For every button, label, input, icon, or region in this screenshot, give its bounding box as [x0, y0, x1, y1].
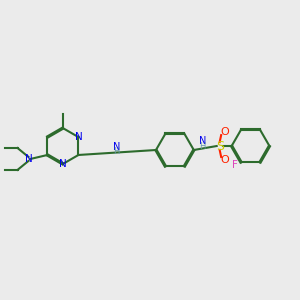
Text: N: N: [199, 136, 206, 146]
Text: H: H: [113, 148, 120, 157]
Text: H: H: [200, 142, 206, 151]
Text: O: O: [220, 155, 229, 166]
Text: O: O: [220, 127, 229, 136]
Text: S: S: [216, 140, 224, 152]
Text: F: F: [232, 160, 238, 170]
Text: N: N: [59, 159, 67, 169]
Text: N: N: [74, 132, 82, 142]
Text: N: N: [25, 154, 32, 164]
Text: N: N: [113, 142, 120, 152]
